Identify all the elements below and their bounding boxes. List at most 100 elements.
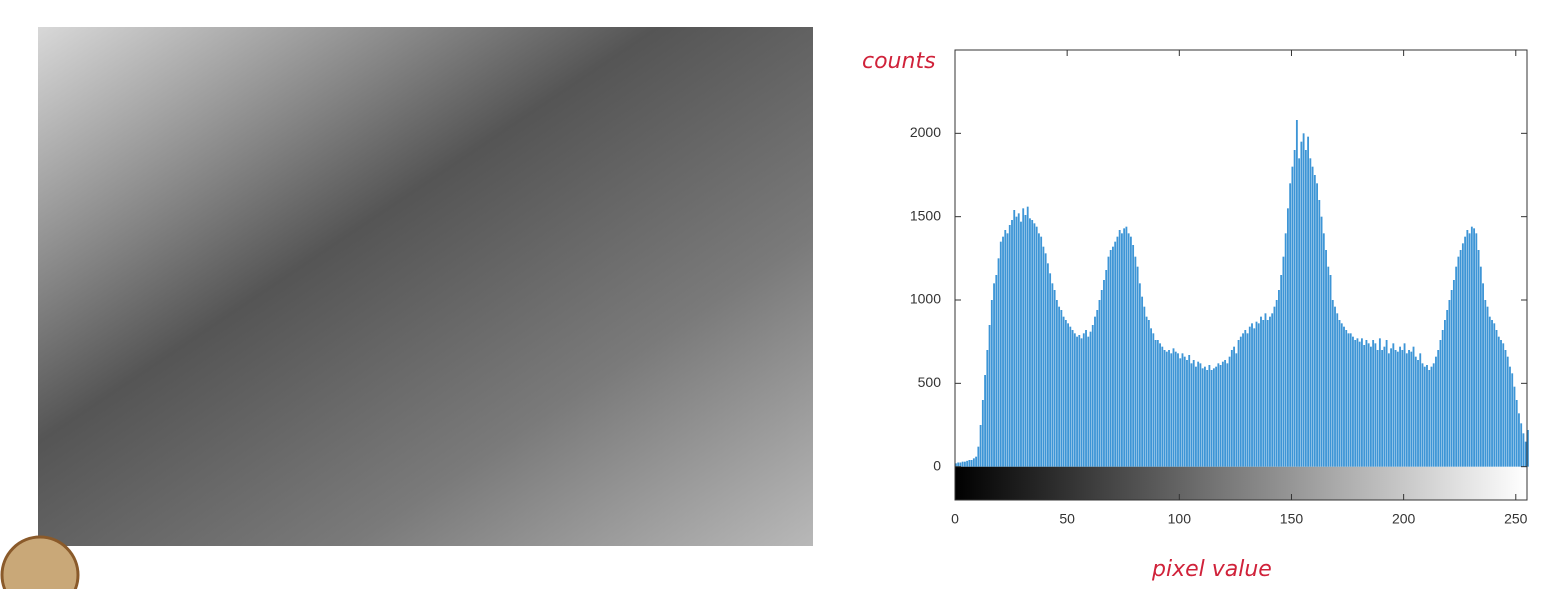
bar [1239,336,1242,467]
bar [1067,323,1069,467]
bar [1365,340,1368,467]
bar [1253,328,1256,467]
bar [1372,340,1375,467]
bar [1484,300,1487,467]
bar [1271,313,1274,467]
bar [1352,336,1354,467]
y-tick-label: 0 [933,457,941,473]
bar [1177,353,1179,467]
bar [1069,326,1072,467]
bar [1356,338,1359,467]
x-tick-label: 0 [951,511,959,527]
bar [1293,150,1296,467]
bar [1100,290,1103,467]
bar [1497,336,1500,467]
bar [1114,241,1117,467]
bar [1015,216,1018,467]
bar [1035,226,1038,467]
bar [1527,430,1529,467]
bar [1381,350,1384,467]
bar [1172,348,1175,467]
bar [1208,365,1211,467]
bar [1289,183,1292,467]
bar [1304,150,1307,467]
bar [1361,338,1363,467]
x-tick-label: 50 [1059,511,1075,527]
bar [1224,360,1227,467]
bar [1161,346,1164,467]
bar [1116,236,1119,467]
bar [1509,366,1511,467]
bar [1336,313,1339,467]
bar [1195,366,1197,467]
bar [963,461,966,467]
bar [1491,320,1493,467]
bar [1004,230,1007,467]
x-axis-annotation: pixel value [1151,557,1272,582]
bar [1064,320,1067,467]
bar [1129,236,1132,467]
bar [1452,280,1455,467]
bar [1457,256,1460,467]
bar [1369,346,1372,467]
bar [1450,290,1453,467]
bar [1358,341,1361,467]
bar [1500,340,1502,467]
bar [1316,183,1318,467]
bar [1145,316,1148,467]
bar [1482,283,1484,467]
bar [1221,361,1224,467]
bar [1255,321,1258,467]
bar [1006,233,1009,467]
bar [1390,348,1393,467]
bar [986,350,989,467]
bar [1026,206,1029,467]
bar [1273,306,1276,467]
bar [1327,266,1330,467]
bar [1008,225,1011,467]
y-tick-label: 1000 [910,291,941,307]
bar [1237,340,1240,467]
bar [1282,256,1285,467]
bar [1511,373,1514,467]
bar [1495,330,1498,467]
bar [1313,175,1316,467]
bar [1459,250,1462,467]
bar [1260,316,1262,467]
bar [1502,343,1505,467]
bar [1329,275,1332,467]
x-tick-label: 150 [1280,511,1304,527]
bar [1354,340,1357,467]
bar [1325,250,1327,467]
bar [1127,233,1130,467]
bar [1444,320,1446,467]
bar [1280,275,1283,467]
bar [1242,333,1244,467]
bar [1430,366,1433,467]
bar [1257,323,1260,467]
bar [1295,120,1298,467]
bar [1421,363,1424,467]
bar [1212,368,1215,467]
bar [1125,226,1128,467]
bar [1215,366,1218,467]
bar [1322,233,1325,467]
bar [1311,166,1314,467]
bar [1031,220,1034,467]
bar [1183,356,1186,467]
bar [1210,370,1213,467]
bar [1141,296,1144,467]
bar [966,460,969,467]
bar [1417,360,1419,467]
bar [1300,141,1303,467]
bar [1522,433,1525,467]
bar [1385,340,1388,467]
bar [979,425,982,467]
bar [1401,350,1404,467]
bar [988,325,991,467]
bar [968,460,971,467]
bar [1343,326,1345,467]
bar [1477,250,1480,467]
